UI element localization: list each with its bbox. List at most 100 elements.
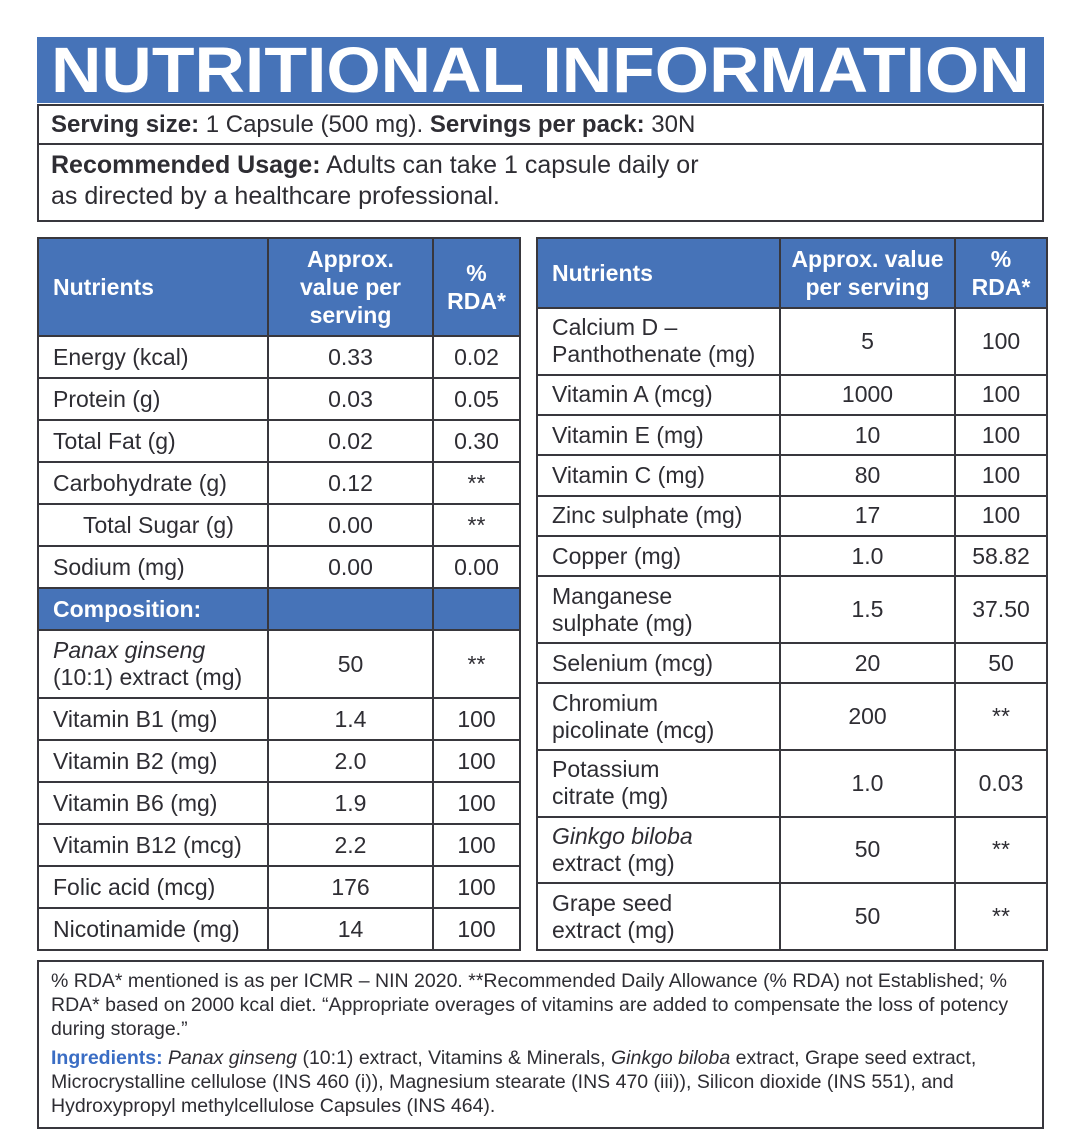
table-row: Protein (g) 0.03 0.05	[37, 377, 521, 421]
nutrient-name-cell: Copper (mg)	[536, 535, 781, 578]
recommended-usage-text: Adults can take 1 capsule daily or as di…	[51, 151, 699, 210]
nutrient-name-text: Energy (kcal)	[53, 343, 189, 370]
rda-footnote: % RDA* mentioned is as per ICMR – NIN 20…	[51, 970, 1009, 1040]
table-row: Selenium (mcg) 20 50	[536, 642, 1048, 685]
nutrient-name-cell: Vitamin B1 (mg)	[37, 697, 269, 741]
nutrient-name-text: extract (mg)	[552, 849, 675, 876]
value-per-serving-cell: 50	[779, 882, 956, 951]
rda-percent-cell: 0.02	[432, 335, 521, 379]
nutrient-name-cell: Potassium citrate (mg)	[536, 749, 781, 818]
nutrient-name-cell: Vitamin C (mg)	[536, 454, 781, 497]
value-per-serving-cell: 2.2	[267, 823, 434, 867]
rda-percent-cell: 100	[432, 865, 521, 909]
table-row: Total Sugar (g) 0.00 **	[37, 503, 521, 547]
nutrient-name-cell: Panax ginseng (10:1) extract (mg)	[37, 629, 269, 699]
table-header-row: Nutrients Approx. value per serving % RD…	[536, 237, 1048, 309]
servings-per-pack-label: Servings per pack:	[429, 111, 645, 138]
nutrient-name-text: Vitamin E (mg)	[552, 421, 704, 448]
ingredient-text: (10:1) extract, Vitamins & Minerals,	[297, 1047, 611, 1069]
value-per-serving-cell: 14	[267, 907, 434, 951]
nutrient-name-text: Selenium (mcg)	[552, 649, 714, 676]
value-per-serving-cell: 80	[779, 454, 956, 497]
rda-percent-cell: 100	[432, 823, 521, 867]
nutrient-name-cell: Total Sugar (g)	[37, 503, 269, 547]
value-per-serving-cell: 50	[267, 629, 434, 699]
rda-percent-cell: **	[954, 682, 1048, 752]
section-empty-cell	[432, 587, 521, 631]
servings-per-pack-value: 30N	[644, 111, 696, 138]
nutrient-name-text: Copper (mg)	[552, 542, 682, 569]
nutrient-name-italic: Ginkgo biloba	[552, 822, 693, 849]
serving-size-label: Serving size:	[51, 111, 200, 138]
table-row: Total Fat (g) 0.02 0.30	[37, 419, 521, 463]
rda-percent-cell: **	[432, 503, 521, 547]
rda-percent-cell: 100	[954, 494, 1048, 538]
rda-percent-cell: 0.05	[432, 377, 521, 421]
rda-percent-cell: 100	[432, 907, 521, 951]
value-per-serving-cell: 10	[779, 413, 956, 457]
serving-info-box: Serving size: 1 Capsule (500 mg). Servin…	[37, 104, 1044, 222]
table-row: Nicotinamide (mg) 14 100	[37, 907, 521, 951]
nutrient-name-text: Sodium (mg)	[53, 553, 185, 580]
table-row: Vitamin A (mcg) 1000 100	[536, 373, 1048, 416]
nutrient-name-cell: Vitamin A (mcg)	[536, 373, 781, 416]
table-row: Zinc sulphate (mg) 17 100	[536, 494, 1048, 538]
column-header-nutrients: Nutrients	[37, 237, 269, 337]
serving-size-value: 1 Capsule (500 mg).	[199, 111, 430, 138]
nutrient-name-cell: Ginkgo biloba extract (mg)	[536, 815, 781, 885]
table-row: Vitamin B2 (mg) 2.0 100	[37, 739, 521, 783]
value-per-serving-cell: 0.33	[267, 335, 434, 379]
value-per-serving-cell: 17	[779, 494, 956, 538]
value-per-serving-cell: 1.4	[267, 697, 434, 741]
nutrient-name-cell: Vitamin B6 (mg)	[37, 781, 269, 825]
column-header-rda: % RDA*	[432, 237, 521, 337]
ingredients-label: Ingredients:	[51, 1047, 163, 1069]
nutrient-name-text: Carbohydrate (g)	[53, 469, 227, 496]
value-per-serving-cell: 20	[779, 642, 956, 685]
rda-percent-cell: **	[954, 815, 1048, 885]
value-per-serving-cell: 1.5	[779, 575, 956, 645]
nutrient-name-text: Vitamin B12 (mcg)	[53, 831, 242, 858]
rda-percent-cell: 50	[954, 642, 1048, 685]
column-header-nutrients: Nutrients	[536, 237, 781, 309]
rda-percent-cell: **	[954, 882, 1048, 951]
title-bar: NUTRITIONAL INFORMATION	[37, 37, 1044, 103]
nutrient-name-cell: Carbohydrate (g)	[37, 461, 269, 505]
rda-percent-cell: 100	[954, 454, 1048, 497]
column-header-value: Approx. value per serving	[779, 237, 956, 309]
nutrient-name-cell: Protein (g)	[37, 377, 269, 421]
nutrient-name-text: Vitamin B6 (mg)	[53, 789, 218, 816]
rda-percent-cell: 58.82	[954, 535, 1048, 578]
rda-percent-cell: 0.00	[432, 545, 521, 589]
nutrient-name-text: Nicotinamide (mg)	[53, 915, 240, 942]
value-per-serving-cell: 0.00	[267, 545, 434, 589]
nutrient-name-text: Total Fat (g)	[53, 427, 176, 454]
nutrient-name-cell: Sodium (mg)	[37, 545, 269, 589]
section-row: Composition:	[37, 587, 521, 631]
nutrient-name-cell: Vitamin B2 (mg)	[37, 739, 269, 783]
nutrient-name-text: Zinc sulphate (mg)	[552, 502, 743, 529]
value-per-serving-cell: 0.12	[267, 461, 434, 505]
nutrient-name-text: Vitamin A (mcg)	[552, 381, 713, 408]
nutrient-name-text: Folic acid (mcg)	[53, 873, 216, 900]
nutrient-name-text: (10:1) extract (mg)	[53, 664, 243, 690]
nutrient-name-text: Chromium picolinate (mcg)	[552, 689, 715, 743]
nutrient-name-italic: Panax ginseng	[53, 637, 206, 663]
table-header-row: Nutrients Approx. value per serving % RD…	[37, 237, 521, 337]
rda-percent-cell: 100	[954, 307, 1048, 376]
table-row: Copper (mg) 1.0 58.82	[536, 535, 1048, 578]
rda-percent-cell: 100	[432, 781, 521, 825]
value-per-serving-cell: 176	[267, 865, 434, 909]
nutrient-name-cell: Total Fat (g)	[37, 419, 269, 463]
ingredients-paragraph: Ingredients: Panax ginseng (10:1) extrac…	[51, 1046, 1030, 1118]
nutrient-name-cell: Calcium D – Panthothenate (mg)	[536, 307, 781, 376]
nutrient-name-text: Vitamin C (mg)	[552, 462, 705, 489]
rda-percent-cell: 100	[432, 697, 521, 741]
nutrient-name-cell: Manganese sulphate (mg)	[536, 575, 781, 645]
value-per-serving-cell: 2.0	[267, 739, 434, 783]
serving-size-row: Serving size: 1 Capsule (500 mg). Servin…	[39, 106, 1042, 145]
value-per-serving-cell: 200	[779, 682, 956, 752]
rda-percent-cell: **	[432, 629, 521, 699]
table-row: Energy (kcal) 0.33 0.02	[37, 335, 521, 379]
ingredients-text: Panax ginseng (10:1) extract, Vitamins &…	[51, 1047, 976, 1117]
